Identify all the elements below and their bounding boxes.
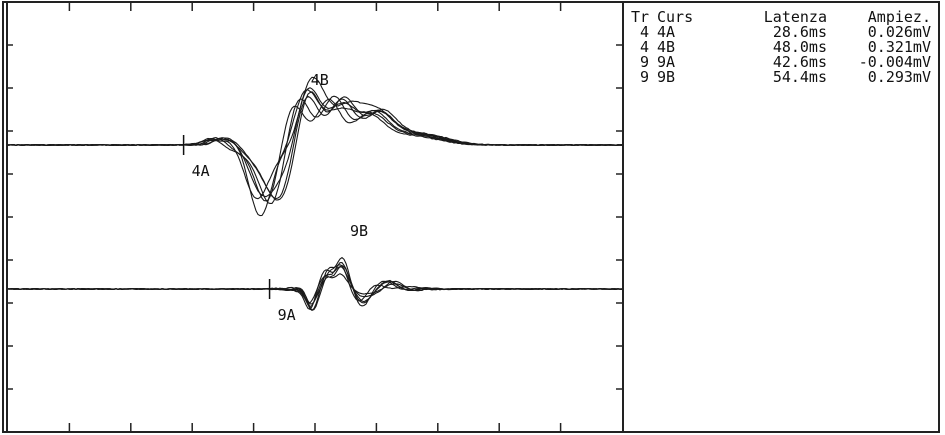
waveform-traces: [7, 76, 623, 311]
sweep-trace: [7, 76, 623, 217]
sweep-trace: [7, 273, 623, 304]
cursor-table: Tr Curs Latenza Ampiez. 4 4A 28.6ms 0.02…: [627, 10, 939, 85]
row-amplitude: -0.004mV: [858, 53, 931, 71]
sweep-trace: [7, 264, 623, 311]
cursor-label: 4B: [311, 71, 329, 89]
row-tr: 9: [639, 68, 649, 86]
cursor-markers: [182, 135, 271, 299]
row-latency: 28.6ms: [772, 23, 827, 41]
table-row: 9 9A 42.6ms -0.004mV: [627, 55, 939, 70]
sweep-trace: [7, 95, 623, 200]
header-curs: Curs: [657, 8, 694, 26]
header-amplitude: Ampiez.: [867, 8, 931, 26]
row-latency: 54.4ms: [772, 68, 827, 86]
cursor-label: 9A: [278, 306, 296, 324]
row-latency: 42.6ms: [772, 53, 827, 71]
axis-ticks: [7, 2, 623, 432]
row-amplitude: 0.321mV: [867, 38, 931, 56]
sweep-trace: [7, 98, 623, 202]
table-header: Tr Curs Latenza Ampiez.: [627, 10, 939, 25]
header-tr: Tr: [630, 8, 649, 26]
row-curs: 9A: [657, 53, 676, 71]
row-tr: 4: [639, 38, 649, 56]
cursor-label: 4A: [192, 162, 210, 180]
cursor-labels: 4A 4B 9A 9B: [192, 71, 368, 324]
table-row: 4 4B 48.0ms 0.321mV: [627, 40, 939, 55]
sweep-trace: [7, 256, 623, 311]
header-latency: Latenza: [763, 8, 827, 26]
row-tr: 9: [639, 53, 649, 71]
row-amplitude: 0.293mV: [867, 68, 931, 86]
row-latency: 48.0ms: [772, 38, 827, 56]
sweep-trace: [7, 266, 622, 310]
cursor-label: 9B: [350, 222, 368, 240]
table-row: 4 4A 28.6ms 0.026mV: [627, 25, 939, 40]
sweep-trace: [7, 95, 623, 204]
row-curs: 4A: [657, 23, 676, 41]
sweep-trace: [7, 91, 623, 201]
table-row: 9 9B 54.4ms 0.293mV: [627, 70, 939, 85]
row-curs: 4B: [657, 38, 676, 56]
row-amplitude: 0.026mV: [867, 23, 931, 41]
row-curs: 9B: [657, 68, 676, 86]
row-tr: 4: [639, 23, 649, 41]
